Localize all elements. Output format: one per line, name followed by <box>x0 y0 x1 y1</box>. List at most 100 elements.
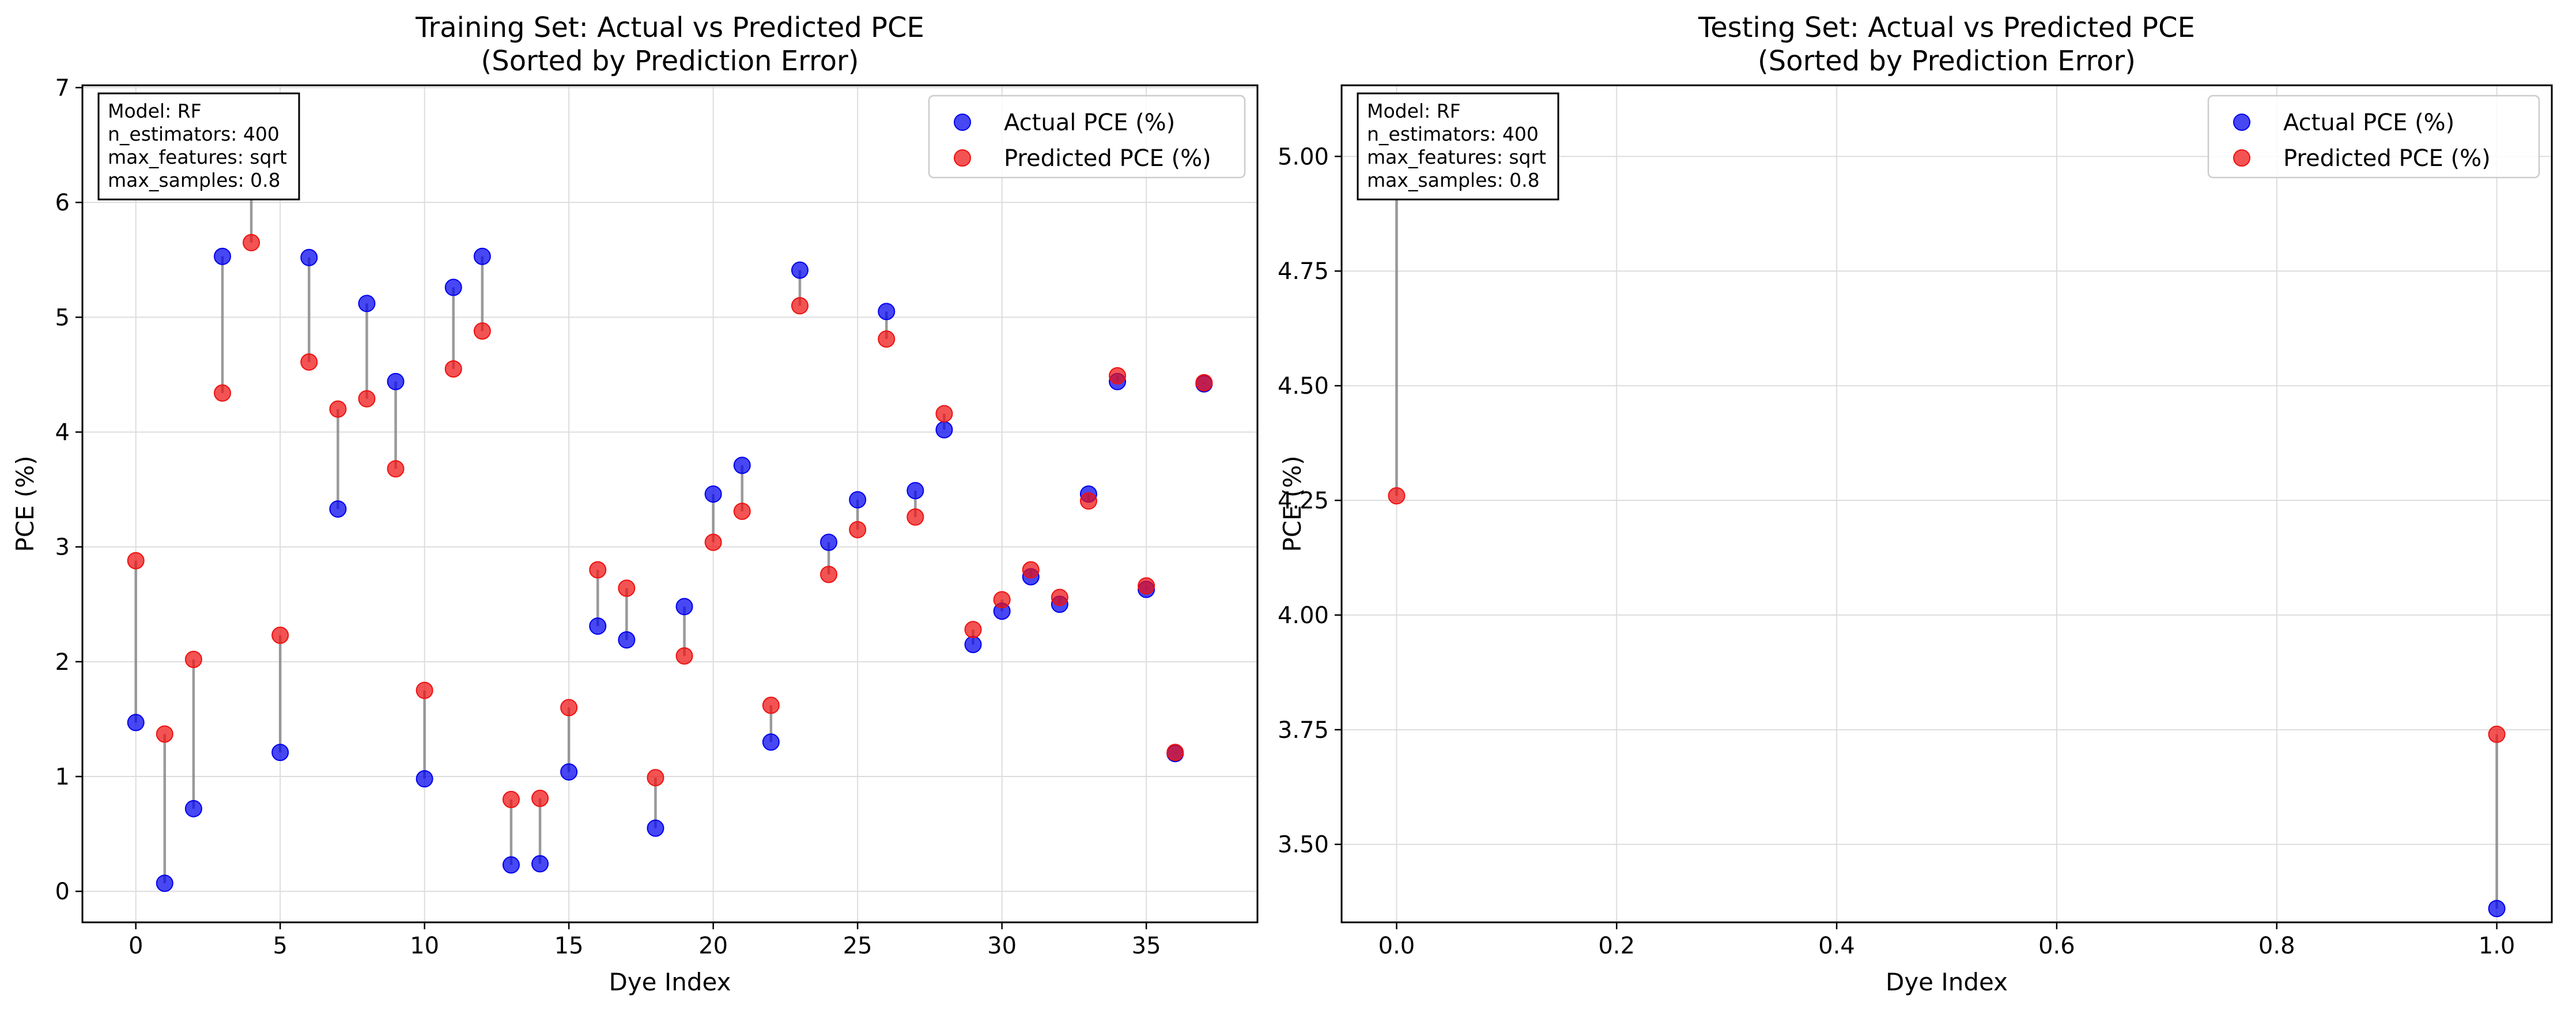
x-tick-label: 0.4 <box>1818 933 1855 959</box>
predicted-point <box>849 521 867 538</box>
y-tick-label: 3.50 <box>1278 832 1329 858</box>
actual-point <box>733 457 751 474</box>
actual-point <box>618 631 636 649</box>
x-tick-label: 10 <box>410 933 439 959</box>
x-tick-label: 0.0 <box>1378 933 1415 959</box>
y-tick-label: 5.00 <box>1278 144 1329 170</box>
actual-point <box>387 372 405 390</box>
y-tick-label: 0 <box>55 879 70 905</box>
model-info-frame <box>1357 92 1559 201</box>
predicted-point <box>502 790 520 808</box>
actual-point <box>271 744 289 762</box>
predicted-point <box>906 508 924 526</box>
y-tick-label: 4.75 <box>1278 258 1329 285</box>
legend-label: Actual PCE (%) <box>2283 110 2454 136</box>
actual-point <box>300 248 318 266</box>
predicted-point <box>300 353 318 371</box>
model-info-box: Model: RFn_estimators: 400max_features: … <box>1357 92 1559 201</box>
actual-point <box>560 763 578 781</box>
predicted-point <box>878 330 896 348</box>
predicted-point <box>329 400 347 418</box>
chart-subtitle: (Sorted by Prediction Error) <box>481 45 859 77</box>
x-tick-label: 30 <box>987 933 1017 959</box>
actual-point <box>502 856 520 874</box>
predicted-point <box>675 647 693 665</box>
predicted-point <box>704 533 722 551</box>
predicted-point <box>213 384 231 402</box>
x-tick-label: 35 <box>1132 933 1161 959</box>
actual-point <box>416 770 433 788</box>
legend: Actual PCE (%) Predicted PCE (%) <box>928 95 1246 179</box>
predicted-point <box>2488 725 2506 743</box>
predicted-point <box>387 460 405 478</box>
legend-marker <box>954 114 971 131</box>
predicted-point <box>1166 744 1184 762</box>
predicted-point <box>1138 577 1155 595</box>
actual-point <box>156 874 173 892</box>
legend-frame <box>2207 95 2540 179</box>
legend-label: Actual PCE (%) <box>1004 110 1175 136</box>
y-tick-label: 4.25 <box>1278 488 1329 514</box>
actual-point <box>329 500 347 518</box>
x-axis-label: Dye Index <box>609 968 731 996</box>
plot-frame <box>81 84 1259 923</box>
x-tick-label: 0.6 <box>2038 933 2075 959</box>
predicted-point <box>1079 492 1097 510</box>
x-tick-label: 0.8 <box>2258 933 2295 959</box>
actual-point <box>589 617 607 635</box>
x-tick-label: 0 <box>129 933 143 959</box>
predicted-point <box>820 566 838 583</box>
predicted-point <box>358 390 376 408</box>
plot-frame <box>1340 84 2553 923</box>
y-tick-label: 1 <box>55 764 70 790</box>
legend-marker <box>2233 114 2250 131</box>
model-info-line: max_features: sqrt <box>1367 146 1546 168</box>
x-tick-label: 0.2 <box>1598 933 1635 959</box>
predicted-point <box>964 621 982 639</box>
legend-label: Predicted PCE (%) <box>2283 145 2491 172</box>
x-tick-label: 1.0 <box>2479 933 2515 959</box>
model-info-line: n_estimators: 400 <box>1367 123 1539 145</box>
y-tick-label: 7 <box>55 75 70 101</box>
actual-point <box>444 278 462 296</box>
legend-marker <box>2233 149 2250 167</box>
x-tick-label: 20 <box>698 933 728 959</box>
predicted-point <box>416 681 433 699</box>
y-tick-label: 4 <box>55 420 70 446</box>
x-tick-label: 5 <box>273 933 287 959</box>
y-tick-label: 3.75 <box>1278 717 1329 744</box>
actual-point <box>2488 900 2506 918</box>
predicted-point <box>531 789 549 807</box>
predicted-point <box>589 561 607 579</box>
actual-point <box>935 421 953 439</box>
predicted-point <box>473 322 491 340</box>
model-info-line: n_estimators: 400 <box>108 123 279 145</box>
predicted-point <box>1051 589 1068 606</box>
x-tick-label: 25 <box>843 933 872 959</box>
y-tick-label: 6 <box>55 190 70 216</box>
y-tick-label: 4.00 <box>1278 602 1329 629</box>
predicted-point <box>127 552 145 570</box>
predicted-point <box>243 233 260 251</box>
actual-point <box>213 247 231 265</box>
actual-point <box>906 482 924 500</box>
predicted-point <box>762 696 780 714</box>
actual-point <box>704 485 722 503</box>
predicted-point <box>271 627 289 644</box>
actual-point <box>820 533 838 551</box>
predicted-point <box>1022 561 1040 579</box>
predicted-point <box>444 360 462 378</box>
predicted-point <box>560 699 578 717</box>
y-tick-label: 4.50 <box>1278 373 1329 399</box>
actual-point <box>473 247 491 265</box>
actual-point <box>358 295 376 312</box>
legend-frame <box>928 95 1246 179</box>
model-info-line: max_samples: 0.8 <box>1367 169 1540 191</box>
predicted-point <box>1109 367 1127 385</box>
legend: Actual PCE (%) Predicted PCE (%) <box>2207 95 2540 179</box>
predicted-point <box>647 769 664 787</box>
predicted-point <box>156 725 173 743</box>
actual-point <box>531 855 549 873</box>
model-info-frame <box>97 92 300 201</box>
y-tick-label: 3 <box>55 534 70 561</box>
